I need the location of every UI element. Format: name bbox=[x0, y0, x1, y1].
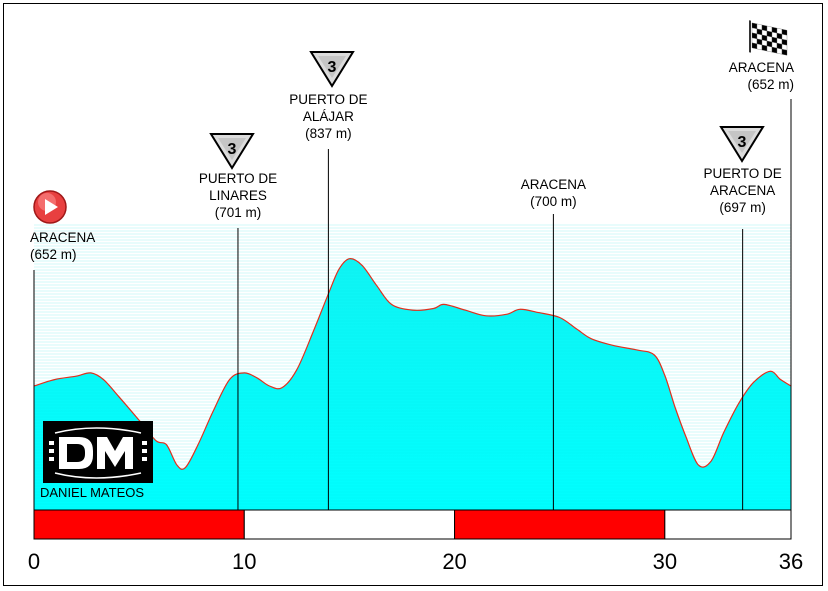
x-tick-label: 0 bbox=[28, 549, 40, 574]
waypoint-2: PUERTO DE ALÁJAR (837 m) 3 bbox=[289, 51, 368, 510]
finish-flag-icon bbox=[749, 20, 788, 56]
profile-fill bbox=[34, 258, 791, 510]
waypoint-name: ARACENA bbox=[521, 177, 586, 192]
category-number: 3 bbox=[738, 134, 747, 151]
flag-square bbox=[771, 46, 778, 54]
category-triangle-shade bbox=[218, 138, 246, 160]
waypoint-altitude: (837 m) bbox=[305, 126, 352, 141]
x-tick-label: 10 bbox=[232, 549, 256, 574]
flag-square bbox=[761, 44, 768, 52]
category-triangle bbox=[719, 126, 765, 163]
start-icon bbox=[33, 190, 67, 224]
flag-square bbox=[776, 47, 783, 55]
waypoint-5: ARACENA (652 m) bbox=[729, 20, 794, 510]
waypoint-0: ARACENA (652 m) bbox=[30, 190, 95, 510]
distance-bar bbox=[33, 509, 792, 540]
waypoint-name: ALÁJAR bbox=[303, 109, 354, 124]
waypoint-name: ARACENA bbox=[30, 230, 95, 245]
waypoint-altitude: (697 m) bbox=[719, 200, 766, 215]
waypoint-name: ARACENA bbox=[710, 183, 775, 198]
x-tick-label: 36 bbox=[779, 549, 803, 574]
flag-square bbox=[756, 43, 763, 51]
flag-square bbox=[781, 49, 788, 56]
profile-outline bbox=[33, 258, 792, 470]
profile-area-layer bbox=[33, 224, 792, 511]
x-axis-ticks: 0 10 20 30 36 bbox=[28, 549, 803, 574]
waypoint-name: ARACENA bbox=[729, 60, 794, 75]
logo-caption: DANIEL MATEOS bbox=[40, 485, 145, 500]
waypoint-altitude: (701 m) bbox=[215, 205, 262, 220]
distance-segment-10-20 bbox=[243, 509, 456, 540]
flag-square bbox=[766, 45, 773, 53]
category-3-icon: 3 bbox=[719, 126, 765, 163]
waypoint-altitude: (700 m) bbox=[530, 194, 577, 209]
start-icon-arrow bbox=[45, 199, 58, 215]
distance-segment-20-30 bbox=[454, 509, 666, 540]
waypoint-3: ARACENA (700 m) bbox=[521, 177, 586, 510]
waypoint-altitude: (652 m) bbox=[30, 247, 77, 262]
chart-frame bbox=[3, 3, 823, 586]
category-triangle bbox=[209, 133, 255, 170]
category-3-icon: 3 bbox=[309, 51, 355, 88]
distance-segment-30-36 bbox=[664, 509, 792, 540]
category-number: 3 bbox=[228, 141, 237, 158]
waypoint-name: LINARES bbox=[209, 188, 267, 203]
category-number: 3 bbox=[328, 59, 337, 76]
distance-segment-0-10 bbox=[33, 509, 245, 540]
waypoint-1: PUERTO DE LINARES (701 m) 3 bbox=[199, 133, 277, 510]
watermark-logo bbox=[43, 421, 153, 483]
category-3-icon: 3 bbox=[209, 133, 255, 170]
waypoint-name: PUERTO DE bbox=[199, 171, 277, 186]
category-triangle-shade bbox=[318, 56, 346, 78]
category-triangle-shade bbox=[728, 131, 756, 153]
category-triangle bbox=[309, 51, 355, 88]
waypoint-4: PUERTO DE ARACENA (697 m) 3 bbox=[703, 126, 782, 510]
x-tick-label: 30 bbox=[653, 549, 677, 574]
waypoint-altitude: (652 m) bbox=[747, 77, 794, 92]
flag-square bbox=[751, 42, 758, 50]
x-tick-label: 20 bbox=[442, 549, 466, 574]
waypoint-name: PUERTO DE bbox=[703, 166, 781, 181]
waypoint-name: PUERTO DE bbox=[289, 92, 367, 107]
logo-graphic bbox=[43, 421, 153, 483]
